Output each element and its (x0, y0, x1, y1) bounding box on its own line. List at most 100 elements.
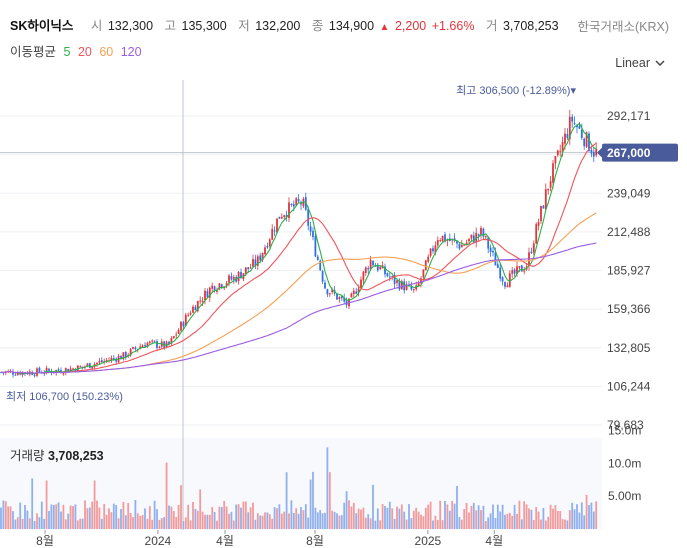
candle-body (360, 279, 362, 289)
volume-bar (98, 507, 101, 529)
candle-body (499, 267, 502, 279)
ma-20-line (0, 142, 597, 374)
candle-body (297, 198, 300, 202)
volume-bar (420, 514, 422, 529)
candle-body (576, 125, 578, 128)
volume-bar (338, 515, 341, 529)
y-tick-label: 239,049 (607, 186, 651, 200)
volume-bar (206, 514, 209, 529)
candle-body (580, 129, 583, 139)
candle-body (144, 345, 146, 347)
volume-bar (309, 479, 312, 529)
volume-bar (573, 509, 576, 529)
current-price-tag (602, 143, 678, 162)
ma-120-legend[interactable]: 120 (120, 45, 142, 59)
candle-body (268, 239, 271, 247)
candle-body (585, 132, 588, 147)
candle-body (45, 368, 48, 373)
candle-body (314, 236, 317, 257)
candle-body (400, 280, 403, 290)
volume-bar (19, 502, 22, 529)
volume-bar (571, 502, 574, 529)
volume-bar (36, 513, 38, 529)
candle-body (230, 276, 233, 280)
candle-body (549, 181, 552, 188)
candle-body (180, 321, 182, 331)
candle-body (273, 230, 276, 232)
volume-bar (160, 517, 163, 529)
candle-body (415, 285, 418, 290)
candle-body (578, 126, 581, 129)
candle-body (67, 368, 70, 372)
candle-body (134, 347, 137, 350)
candle-body (316, 256, 319, 260)
candle-body (292, 203, 295, 207)
candle-body (573, 123, 576, 125)
moving-average-legend[interactable]: 이동평균 5 20 60 120 (10, 41, 146, 60)
volume-bar (192, 501, 194, 529)
volume-bar (535, 507, 538, 529)
volume-bar (117, 518, 120, 529)
volume-bar (187, 504, 190, 529)
volume-bar (369, 518, 372, 529)
current-price-label: 267,000 (607, 146, 651, 160)
scale-dropdown-label: Linear (615, 56, 650, 70)
candle-body (295, 198, 298, 206)
volume-bar (146, 518, 149, 529)
close-value: 134,900 (328, 19, 375, 33)
volume-bar (292, 512, 295, 529)
candle-body (122, 352, 125, 360)
candle-body (458, 244, 461, 249)
volume-bar (283, 511, 286, 529)
volume-bar (50, 504, 53, 529)
volume-bar (333, 511, 336, 529)
candle-body (129, 349, 132, 356)
volume-bar (456, 485, 458, 529)
candle-body (441, 235, 444, 242)
volume-bar (60, 511, 62, 529)
candle-body (148, 341, 151, 344)
x-tick-label: 8월 (36, 534, 54, 548)
candle-body (256, 256, 259, 266)
candle-body (537, 222, 540, 226)
candle-body (463, 244, 466, 246)
candle-body (520, 265, 523, 272)
volume-bar (165, 462, 168, 529)
ma-20-legend[interactable]: 20 (77, 45, 92, 59)
volume-bar (427, 504, 430, 529)
volume-bar (127, 502, 130, 529)
volume-bar (273, 507, 276, 529)
volume-bar (288, 513, 290, 529)
volume-bar (350, 506, 353, 529)
volume-bar (415, 507, 418, 529)
volume-bar (528, 508, 530, 529)
candle-body (158, 346, 161, 349)
candle-body (456, 241, 458, 244)
candle-body (290, 204, 293, 206)
candle-body (324, 282, 326, 289)
volume-bar (381, 504, 384, 529)
candle-body (420, 278, 422, 283)
y-tick-label: 292,171 (607, 109, 651, 123)
candle-body (225, 283, 228, 286)
candle-body (561, 142, 564, 152)
volume-bar (542, 508, 545, 529)
candle-body (172, 336, 175, 339)
volume-bar (225, 506, 228, 529)
volume-panel-label: 거래량 3,708,253 (10, 445, 104, 464)
volume-bar (93, 480, 96, 529)
candle-body (540, 206, 542, 222)
volume-bar (182, 521, 185, 529)
ma-60-legend[interactable]: 60 (99, 45, 114, 59)
volume-bar (4, 501, 7, 529)
volume-bar (578, 512, 581, 529)
volume-bar (568, 510, 571, 529)
candle-body (559, 150, 562, 152)
candle-body (247, 267, 250, 270)
volume-tick-label: 15.0m (608, 424, 641, 438)
scale-dropdown[interactable]: Linear (615, 56, 665, 70)
volume-bar (393, 518, 396, 529)
candle-body (228, 275, 230, 283)
ma-5-legend[interactable]: 5 (63, 45, 71, 59)
